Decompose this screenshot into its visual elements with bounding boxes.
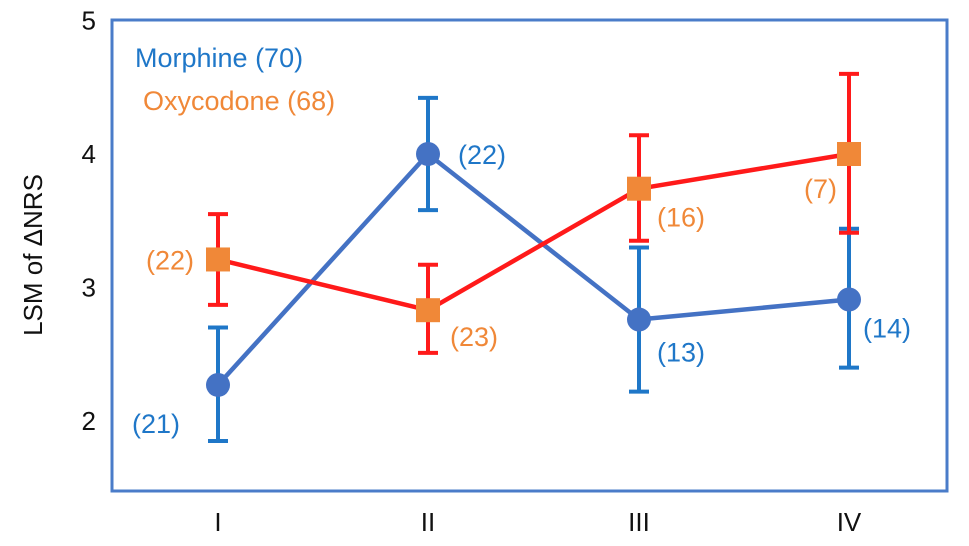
legend-entry-morphine: Morphine (70) [135, 43, 303, 73]
y-tick-label: 2 [82, 406, 96, 436]
data-label: (23) [450, 322, 498, 352]
data-label: (13) [657, 338, 705, 368]
data-label: (16) [657, 203, 705, 233]
x-tick-label: I [214, 507, 221, 537]
y-tick-label: 5 [82, 6, 96, 36]
data-point-oxycodone [206, 247, 230, 272]
x-tick-label: II [421, 507, 435, 537]
data-point-oxycodone [627, 176, 651, 201]
data-point-oxycodone [837, 142, 861, 166]
legend-entry-oxycodone: Oxycodone (68) [143, 86, 335, 116]
data-point-morphine [837, 287, 861, 312]
y-axis-title: LSM of ΔNRS [18, 174, 48, 336]
data-label: (21) [132, 409, 180, 439]
x-tick-label: III [628, 507, 650, 537]
y-tick-label: 3 [82, 273, 96, 303]
data-label: (7) [804, 174, 837, 204]
series-line-morphine [216, 151, 850, 387]
y-tick-label: 4 [82, 139, 96, 169]
data-label: (22) [146, 245, 194, 275]
data-point-morphine [206, 372, 230, 397]
data-label: (14) [863, 314, 911, 344]
x-tick-label: IV [837, 507, 862, 537]
plot-frame [110, 18, 949, 493]
data-point-morphine [416, 142, 440, 166]
series-line-oxycodone [217, 151, 850, 313]
data-point-oxycodone [416, 298, 440, 323]
data-point-morphine [627, 307, 651, 332]
data-label: (22) [458, 140, 506, 170]
